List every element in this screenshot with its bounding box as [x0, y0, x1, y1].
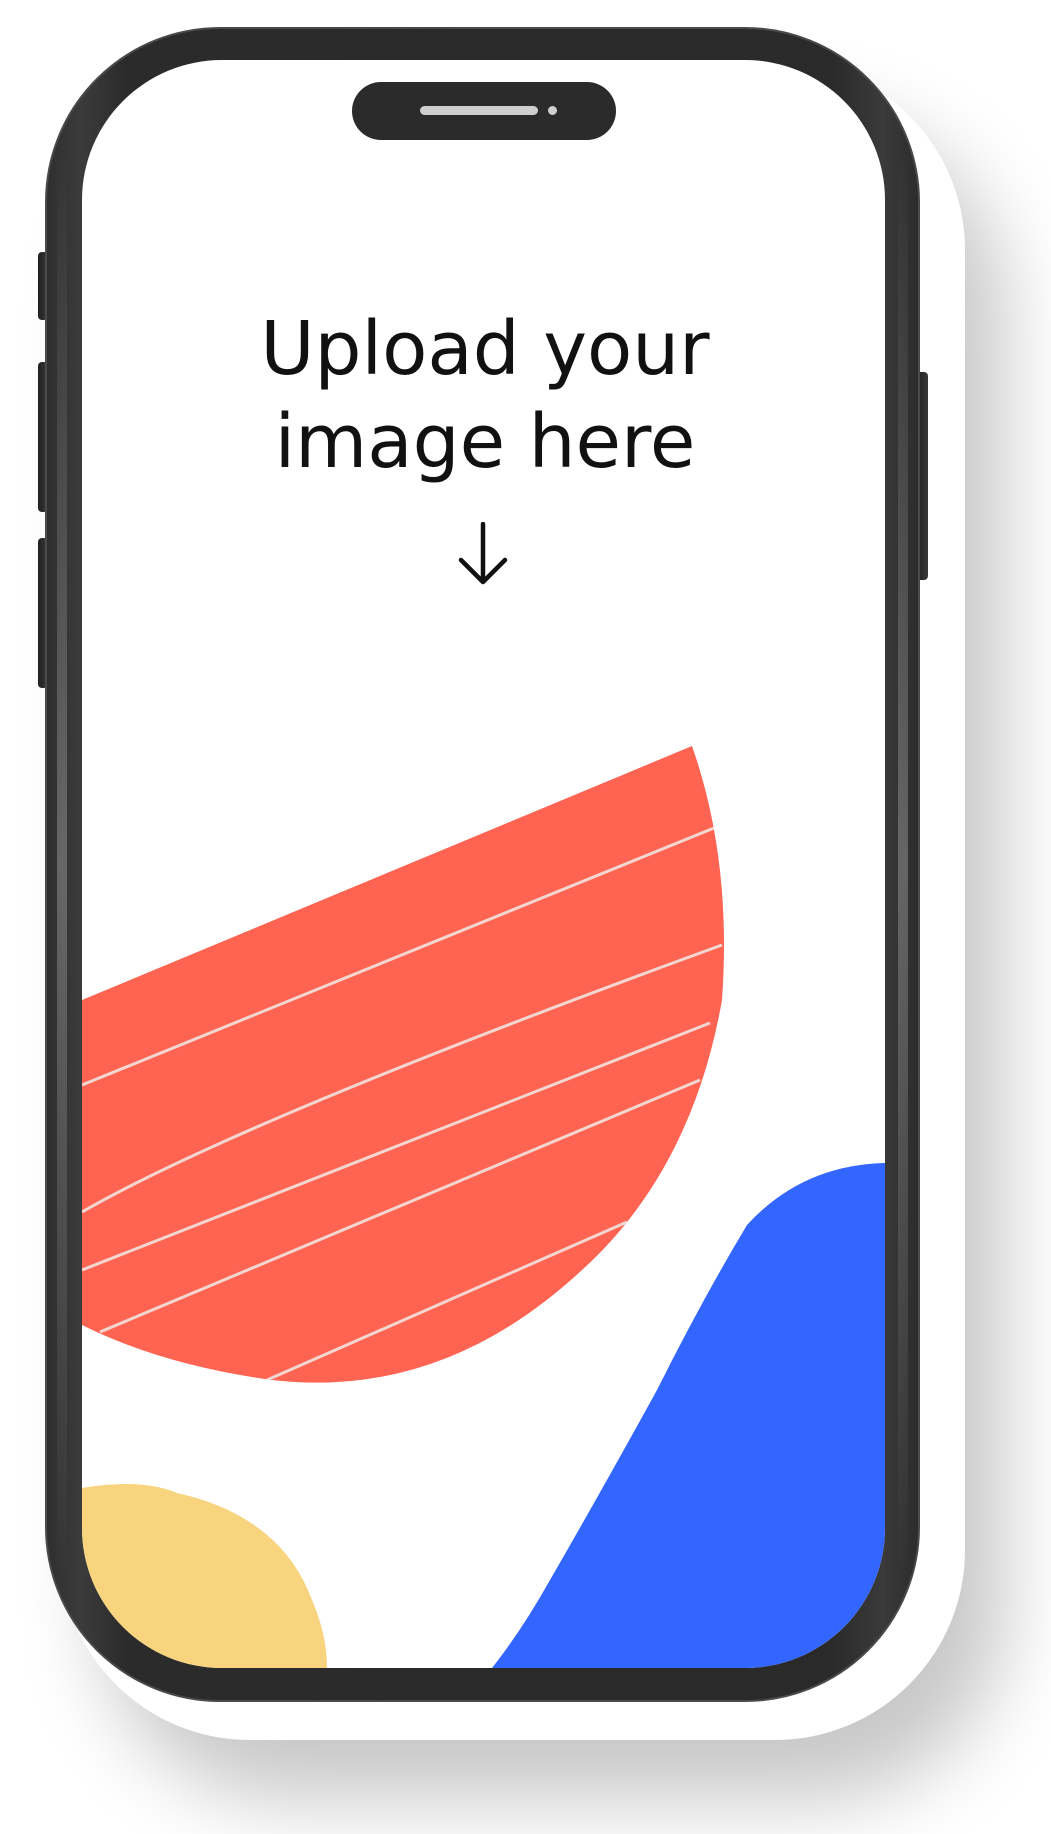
silent-switch	[38, 252, 48, 320]
frame-highlight-right	[898, 149, 908, 1579]
frame-highlight-left	[57, 149, 67, 1579]
abstract-shapes	[82, 746, 885, 1668]
volume-down-button	[38, 538, 48, 688]
arrow-down-icon	[458, 522, 508, 585]
coral-shape	[82, 746, 724, 1383]
coral-stripes	[82, 826, 723, 1382]
blue-shape	[492, 1163, 885, 1668]
speaker-grille	[420, 106, 538, 115]
yellow-shape	[82, 1484, 327, 1668]
upload-prompt-text: Upload your image here	[260, 306, 710, 485]
phone-screen[interactable]	[82, 60, 885, 1668]
front-camera	[548, 106, 557, 115]
volume-up-button	[38, 362, 48, 512]
